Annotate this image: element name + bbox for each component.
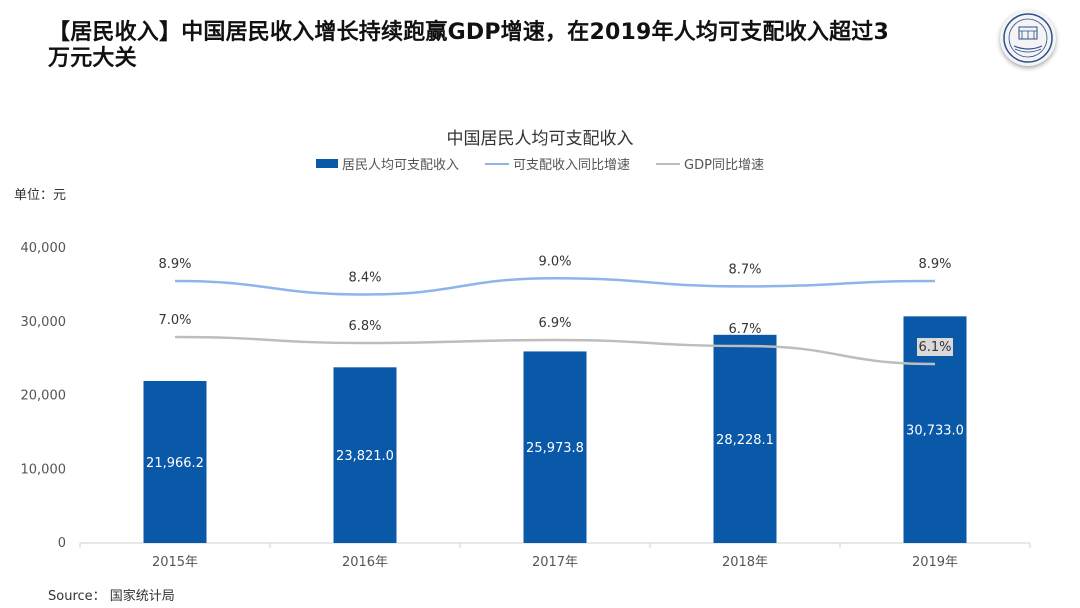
income-bar-label: 23,821.0 [336,449,394,464]
chart-title: 中国居民人均可支配收入 [446,129,634,149]
income-growth-label: 8.4% [348,271,381,286]
gdp-growth-label: 6.1% [918,340,951,355]
legend-label-income-growth: 可支配收入同比增速 [513,158,631,173]
income-bar [333,367,397,543]
y-tick-label: 40,000 [21,241,67,256]
y-tick-label: 0 [58,536,66,551]
x-tick-label: 2016年 [342,555,388,570]
income-growth-label: 8.9% [918,257,951,272]
university-logo [1000,10,1056,66]
legend-label-income: 居民人均可支配收入 [342,158,460,173]
income-bar [143,380,207,543]
income-bar-label: 28,228.1 [716,433,774,448]
income-bar-label: 30,733.0 [906,424,964,439]
income-bar [713,334,777,543]
seal-icon [1003,13,1053,63]
legend-item-income: 居民人均可支配收入 [316,154,459,173]
gdp-growth-label: 6.7% [728,322,761,337]
income-growth-label: 8.7% [728,262,761,277]
gdp-growth-label: 6.8% [348,319,381,334]
income-growth-label: 8.9% [158,257,191,272]
legend-item-gdp-growth: GDP同比增速 [656,154,764,173]
slide-title: 【居民收入】中国居民收入增长持续跑赢GDP增速，在2019年人均可支配收入超过3… [48,20,889,71]
legend-label-gdp-growth: GDP同比增速 [684,158,764,173]
gdp-growth-label: 7.0% [158,313,191,328]
source-note: Source： 国家统计局 [48,589,175,604]
x-tick-label: 2015年 [152,555,198,570]
income-bar-label: 25,973.8 [526,441,584,456]
legend-item-income-growth: 可支配收入同比增速 [485,154,630,173]
gdp-growth-label: 6.9% [538,316,571,331]
y-tick-label: 30,000 [21,315,67,330]
y-tick-label: 10,000 [21,462,67,477]
income-bar [523,351,587,543]
legend-swatch-income-growth [485,162,510,165]
income-growth-line [174,277,936,296]
x-tick-label: 2019年 [912,555,958,570]
legend-swatch-gdp-growth [656,162,681,165]
chart-legend: 居民人均可支配收入 可支配收入同比增速 GDP同比增速 [0,154,1080,173]
x-tick-label: 2018年 [722,555,768,570]
legend-swatch-income [316,159,339,168]
income-growth-label: 9.0% [538,254,571,269]
unit-label: 单位：元 [14,188,67,203]
x-tick-label: 2017年 [532,555,578,570]
income-bar-label: 21,966.2 [146,456,204,471]
gdp-growth-label-box [917,338,953,356]
gdp-growth-line [174,335,936,366]
y-tick-label: 20,000 [21,389,67,404]
